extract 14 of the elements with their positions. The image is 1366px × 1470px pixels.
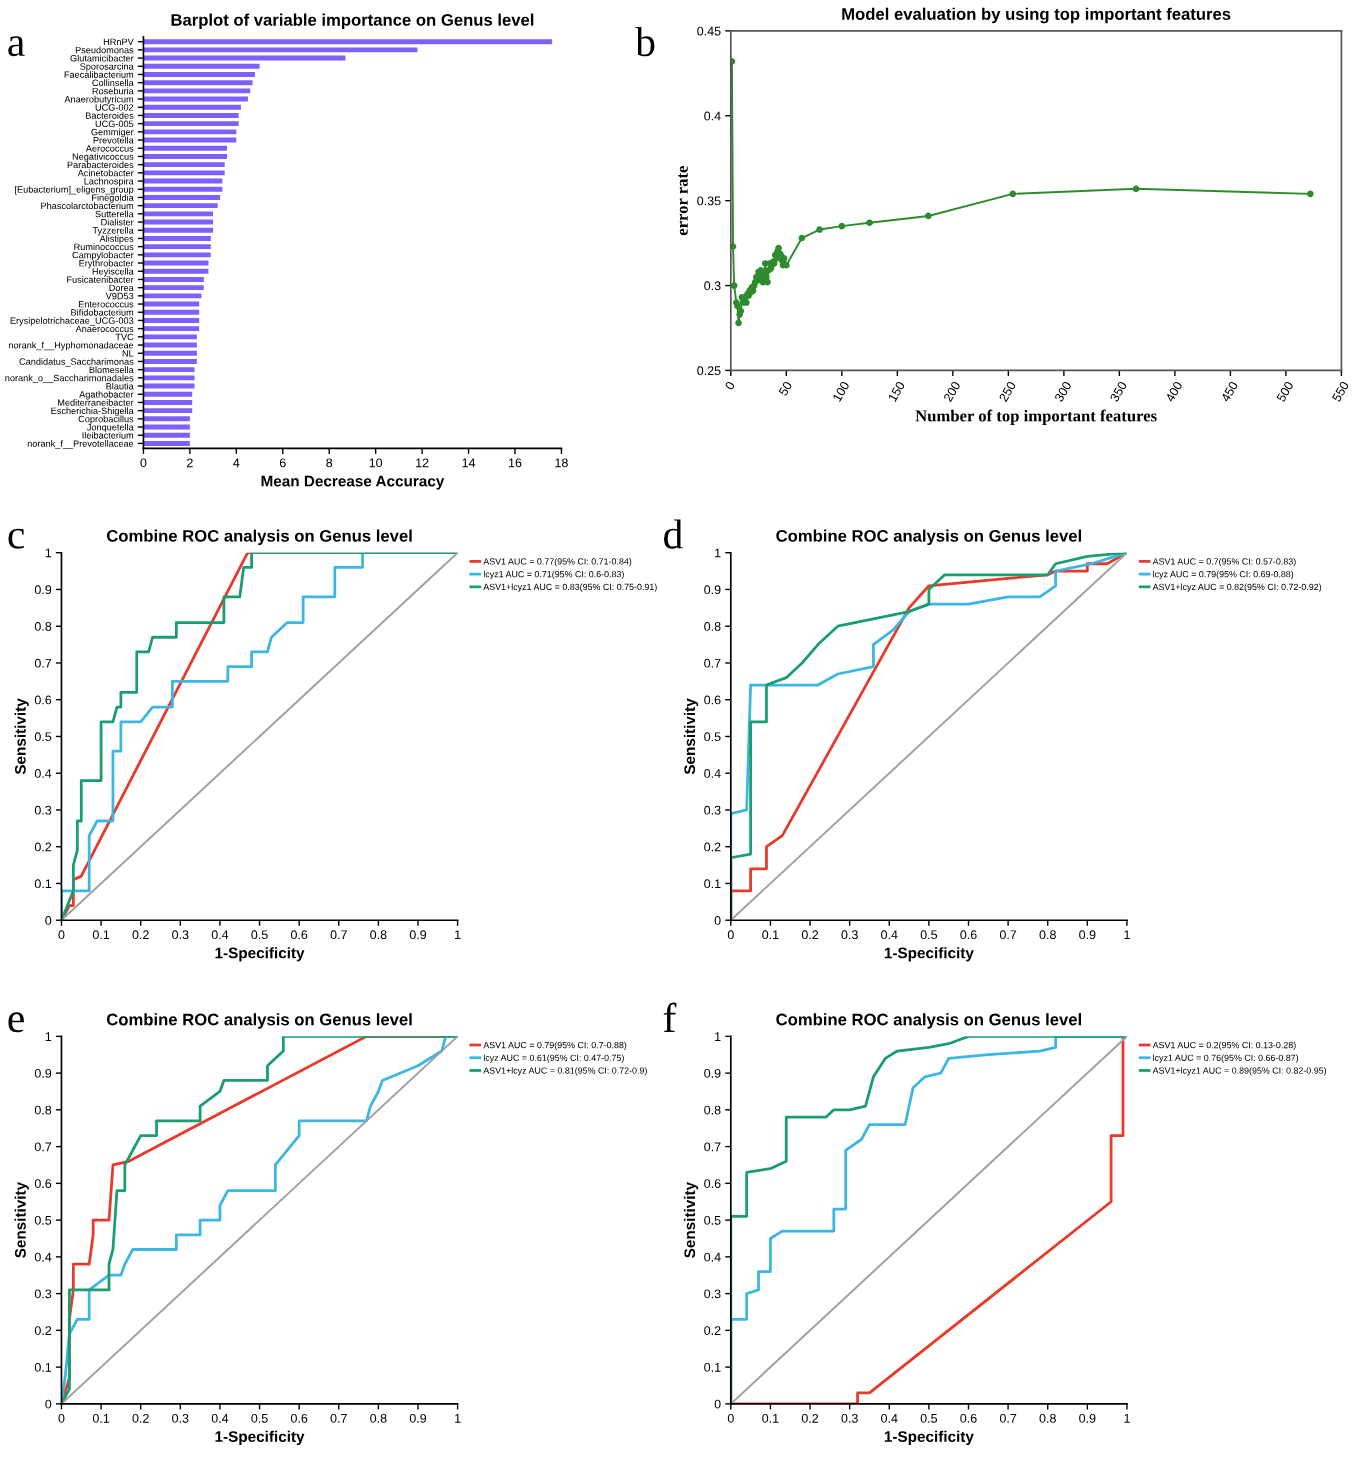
x-axis-title: Number of top important features (915, 409, 1157, 425)
chart-title: Model evaluation by using top important features (842, 7, 1231, 24)
text: b (635, 26, 655, 57)
chart-title: Barplot of variable importance on Genus level (171, 13, 534, 30)
chart-title: Combine ROC analysis on Genus level (106, 529, 412, 546)
text: c (8, 528, 25, 549)
chart-title: Combine ROC analysis on Genus level (776, 529, 1081, 546)
chart-title: Combine ROC analysis on Genus level (106, 1013, 412, 1029)
text: a (8, 36, 25, 57)
text: e (8, 1012, 24, 1033)
text: d (664, 519, 683, 549)
chart-title: Combine ROC analysis on Genus level (776, 1013, 1081, 1029)
text: f (663, 1002, 677, 1032)
y-axis-title: error rate (678, 166, 688, 236)
